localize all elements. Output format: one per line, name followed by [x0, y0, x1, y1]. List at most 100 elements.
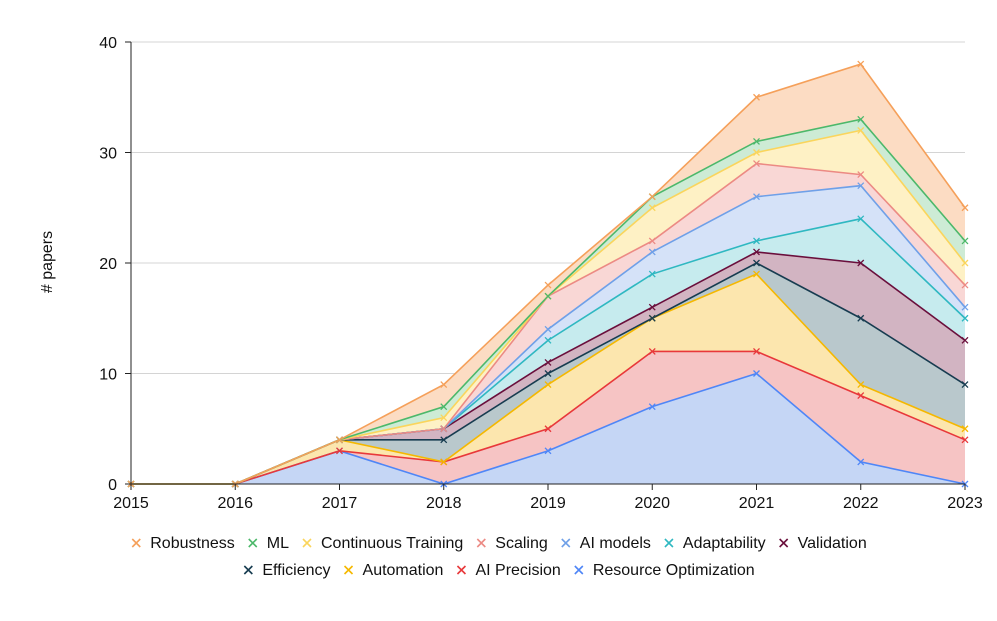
legend: Robustness ML Continuous Training Scaling AI…: [131, 535, 867, 579]
marker-robustness-2020: [648, 193, 656, 201]
legend-label: ML: [267, 535, 289, 552]
marker-scaling-2022: [857, 171, 865, 179]
legend-marker-icon: [561, 538, 571, 548]
marker-ai-precision-2017: [336, 447, 343, 455]
y-tick-label: 30: [99, 146, 117, 163]
marker-ai-models-2022: [857, 182, 865, 190]
x-tick-label: 2022: [843, 495, 879, 512]
area-robustness: [131, 64, 965, 484]
legend-item-robustness: Robustness: [131, 535, 235, 552]
marker-robustness-2017: [336, 436, 343, 444]
legend-item-resource-optimization: Resource Optimization: [574, 562, 755, 579]
marker-validation-2023: [961, 336, 969, 344]
marker-ai-models-2020: [648, 248, 656, 256]
y-tick-label: 20: [99, 256, 117, 273]
legend-marker-icon: [131, 538, 141, 548]
legend-marker-icon: [476, 538, 486, 548]
marker-continuous-training-2022: [857, 126, 865, 134]
area-continuous-training: [131, 130, 965, 484]
area-resource-optimization: [131, 373, 965, 484]
area-automation: [131, 274, 965, 484]
legend-marker-icon: [574, 565, 584, 575]
marker-ai-precision-2019: [544, 425, 552, 433]
area-scaling: [131, 163, 965, 485]
marker-resource-optimization-2019: [544, 447, 552, 455]
marker-automation-2022: [857, 381, 865, 389]
legend-label: Scaling: [495, 535, 547, 552]
legend-marker-icon: [343, 565, 354, 575]
legend-marker-icon: [456, 565, 467, 575]
y-tick-label: 0: [108, 477, 117, 494]
marker-robustness-2023: [961, 204, 969, 212]
x-tick-label: 2023: [947, 495, 983, 512]
marker-robustness-2021: [753, 93, 760, 101]
legend-label: AI models: [580, 535, 651, 552]
marker-adaptability-2021: [753, 237, 760, 245]
marker-automation-2023: [961, 425, 969, 433]
marker-resource-optimization-2022: [857, 458, 865, 466]
marker-ml-2021: [753, 137, 760, 145]
marker-ai-models-2019: [544, 325, 552, 333]
legend-item-validation: Validation: [779, 535, 867, 552]
legend-item-ai-precision: AI Precision: [456, 562, 561, 579]
legend-label: Adaptability: [683, 535, 766, 552]
legend-label: Resource Optimization: [593, 562, 755, 579]
x-tick-label: 2015: [113, 495, 149, 512]
axis-layer: 0 10 20 30 40 2015 2016 2017 2018 2019 2020 2021 202…: [99, 35, 983, 512]
marker-ml-2023: [961, 237, 969, 245]
marker-efficiency-2021: [753, 259, 760, 267]
marker-efficiency-2020: [648, 314, 656, 322]
legend-label: Automation: [363, 562, 444, 579]
marker-efficiency-2023: [961, 381, 969, 389]
legend-marker-icon: [779, 538, 789, 548]
legend-item-automation: Automation: [343, 562, 444, 579]
marker-ai-precision-2020: [648, 347, 656, 355]
marker-scaling-2018: [440, 425, 448, 433]
marker-resource-optimization-2021: [753, 370, 760, 377]
marker-ai-precision-2023: [961, 436, 969, 444]
marker-robustness-2018: [440, 381, 448, 389]
marker-validation-2022: [857, 259, 865, 267]
marker-continuous-training-2018: [440, 414, 448, 422]
marker-adaptability-2022: [857, 215, 865, 223]
marker-ml-2022: [857, 115, 865, 123]
marker-efficiency-2022: [857, 314, 865, 322]
marker-validation-2020: [648, 303, 656, 311]
marker-scaling-2023: [961, 281, 969, 289]
legend-label: Validation: [798, 535, 867, 552]
marker-validation-2021: [753, 248, 760, 256]
marker-ai-precision-2022: [857, 392, 865, 400]
marker-automation-2021: [753, 270, 760, 278]
marker-efficiency-2019: [544, 370, 552, 377]
legend-item-scaling: Scaling: [476, 535, 548, 552]
x-tick-label: 2017: [322, 495, 358, 512]
legend-item-ai-models: AI models: [561, 535, 651, 552]
area-layer: [131, 64, 965, 485]
legend-item-ml: ML: [248, 535, 289, 552]
legend-marker-icon: [248, 538, 258, 548]
area-validation: [131, 251, 965, 484]
marker-continuous-training-2021: [753, 149, 760, 156]
marker-scaling-2020: [648, 237, 656, 245]
legend-label: Efficiency: [262, 562, 330, 579]
x-tick-label: 2020: [634, 495, 670, 512]
marker-ai-models-2021: [753, 193, 760, 201]
legend-label: AI Precision: [475, 562, 560, 579]
marker-automation-2018: [440, 458, 448, 466]
marker-robustness-2019: [544, 281, 552, 289]
marker-scaling-2021: [753, 160, 760, 168]
marker-ml-2018: [440, 403, 448, 411]
marker-validation-2019: [544, 358, 552, 366]
y-tick-label: 40: [99, 35, 117, 52]
y-axis-title: # papers: [39, 231, 56, 293]
x-tick-label: 2018: [426, 495, 462, 512]
marker-continuous-training-2023: [961, 259, 969, 267]
area-ai-models: [131, 185, 965, 484]
marker-adaptability-2023: [961, 314, 969, 322]
marker-adaptability-2019: [544, 336, 552, 344]
marker-ai-precision-2021: [753, 347, 760, 355]
marker-ai-models-2023: [961, 303, 969, 311]
x-tick-label: 2021: [739, 495, 775, 512]
marker-efficiency-2018: [440, 436, 448, 444]
